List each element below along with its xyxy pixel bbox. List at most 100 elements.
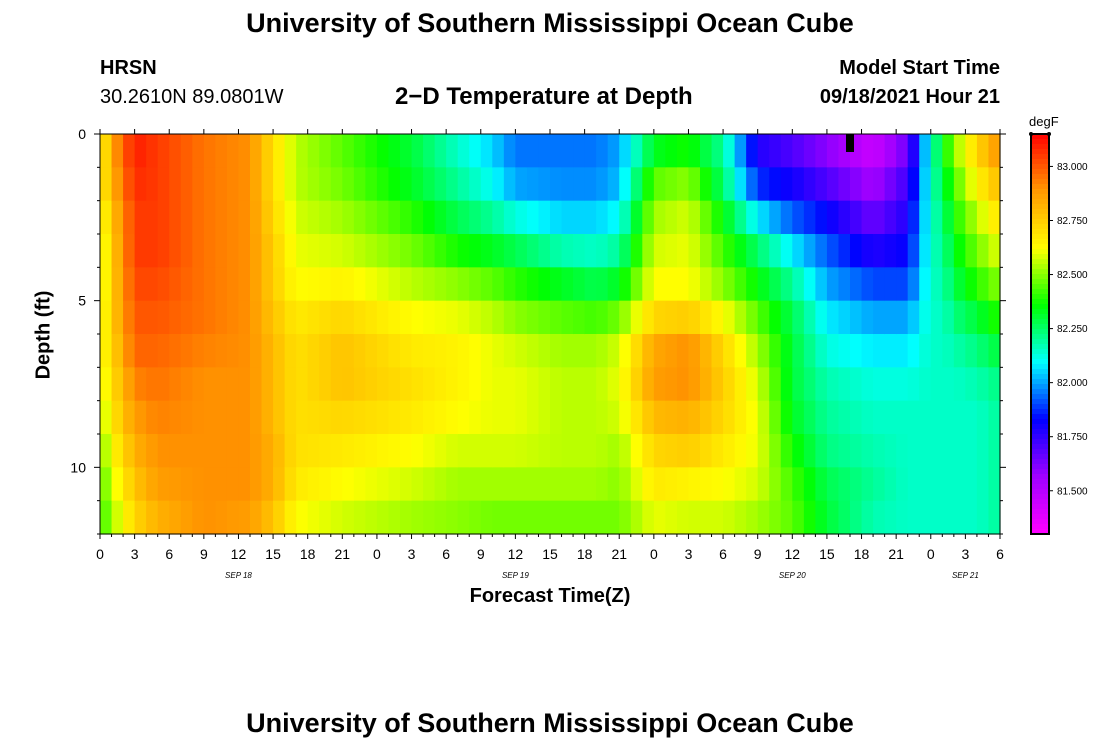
heatmap-cell: [700, 467, 713, 502]
heatmap-cell: [861, 434, 874, 468]
heatmap-cell: [123, 267, 136, 302]
heatmap-cell: [780, 434, 793, 468]
heatmap-cell: [261, 400, 274, 435]
heatmap-cell: [630, 400, 643, 435]
heatmap-cell: [873, 500, 886, 535]
heatmap-cell: [330, 367, 343, 402]
heatmap-cell: [873, 367, 886, 402]
heatmap-cell: [111, 367, 124, 402]
heatmap-cell: [411, 434, 424, 468]
heatmap-cell: [723, 134, 736, 168]
heatmap-cell: [942, 200, 955, 235]
heatmap-cell: [976, 434, 990, 468]
heatmap-cell: [203, 434, 216, 468]
heatmap-cell: [284, 367, 297, 402]
heatmap-cell: [434, 300, 447, 335]
heatmap-cell: [896, 267, 909, 302]
colorbar-segment: [1031, 294, 1049, 300]
heatmap-cell: [769, 400, 782, 435]
heatmap-cell: [826, 234, 840, 268]
heatmap-cell: [284, 467, 297, 502]
colorbar-segment: [1031, 419, 1049, 425]
heatmap-cell: [100, 267, 113, 302]
colorbar-segment: [1031, 229, 1049, 235]
heatmap-cell: [988, 267, 1001, 302]
heatmap-cell: [538, 300, 551, 335]
heatmap-cell: [261, 500, 274, 535]
heatmap-cell: [480, 367, 493, 402]
heatmap-cell: [457, 467, 470, 502]
heatmap-cell: [250, 334, 263, 368]
heatmap-cell: [192, 234, 205, 268]
heatmap-cell: [746, 234, 759, 268]
x-tick-label: 9: [477, 546, 485, 562]
heatmap-cell: [769, 200, 782, 235]
heatmap-cell: [584, 200, 597, 235]
heatmap-cell: [988, 334, 1001, 368]
heatmap-cell: [434, 134, 447, 168]
heatmap-cell: [700, 267, 713, 302]
heatmap-cell: [896, 200, 909, 235]
heatmap-cell: [884, 134, 897, 168]
y-axis-label: Depth (ft): [32, 290, 55, 380]
heatmap-cell: [469, 367, 482, 402]
heatmap-cell: [365, 400, 378, 435]
heatmap-cell: [757, 267, 770, 302]
heatmap-cell: [192, 400, 205, 435]
heatmap-cell: [111, 500, 124, 535]
heatmap-cell: [388, 234, 401, 268]
heatmap-cell: [596, 267, 609, 302]
heatmap-cell: [284, 434, 297, 468]
heatmap-cell: [226, 400, 240, 435]
heatmap-cell: [146, 300, 159, 335]
heatmap-cell: [584, 467, 597, 502]
heatmap-cell: [261, 200, 274, 235]
heatmap-cell: [700, 200, 713, 235]
date-label: SEP 20: [779, 571, 806, 580]
heatmap-cell: [711, 467, 724, 502]
heatmap-cell: [930, 500, 943, 535]
colorbar-segment: [1031, 509, 1049, 515]
heatmap-cell: [411, 234, 424, 268]
station-coordinates: 30.2610N 89.0801W: [100, 86, 284, 108]
heatmap-cell: [492, 500, 505, 535]
heatmap-cell: [100, 334, 113, 368]
y-tick-label: 0: [78, 126, 86, 142]
colorbar-segment: [1031, 224, 1049, 230]
heatmap-cell: [411, 200, 424, 235]
heatmap-cell: [273, 234, 286, 268]
heatmap-cell: [676, 467, 690, 502]
colorbar-segment: [1031, 154, 1049, 160]
colorbar: 83.000 82.750 82.500 82.250 82.000 81.750 81.5…: [1029, 132, 1088, 535]
heatmap-cell: [734, 267, 747, 302]
heatmap-cell: [169, 434, 182, 468]
heatmap-cell: [607, 234, 620, 268]
heatmap-cell: [688, 367, 701, 402]
colorbar-segment: [1031, 279, 1049, 285]
heatmap-cell: [838, 400, 851, 435]
heatmap-cell: [342, 300, 355, 335]
heatmap-cell: [307, 500, 320, 535]
colorbar-segment: [1031, 379, 1049, 385]
colorbar-segment: [1031, 404, 1049, 410]
heatmap-cell: [573, 167, 586, 202]
heatmap-cell: [261, 367, 274, 402]
heatmap-cell: [780, 500, 793, 535]
heatmap-cell: [111, 400, 124, 435]
heatmap-cell: [607, 367, 620, 402]
heatmap-cell: [596, 367, 609, 402]
heatmap-cell: [884, 167, 897, 202]
x-tick-label: 3: [131, 546, 139, 562]
heatmap-cell: [434, 400, 447, 435]
heatmap-cell: [815, 367, 828, 402]
heatmap-cell: [665, 134, 678, 168]
heatmap-cell: [134, 500, 147, 535]
heatmap-cell: [353, 367, 366, 402]
heatmap-cell: [573, 367, 586, 402]
heatmap-cell: [769, 434, 782, 468]
heatmap-cell: [861, 467, 874, 502]
heatmap-cell: [988, 434, 1001, 468]
heatmap-cell: [157, 334, 170, 368]
heatmap-cell: [353, 267, 366, 302]
x-tick-label: 6: [165, 546, 173, 562]
